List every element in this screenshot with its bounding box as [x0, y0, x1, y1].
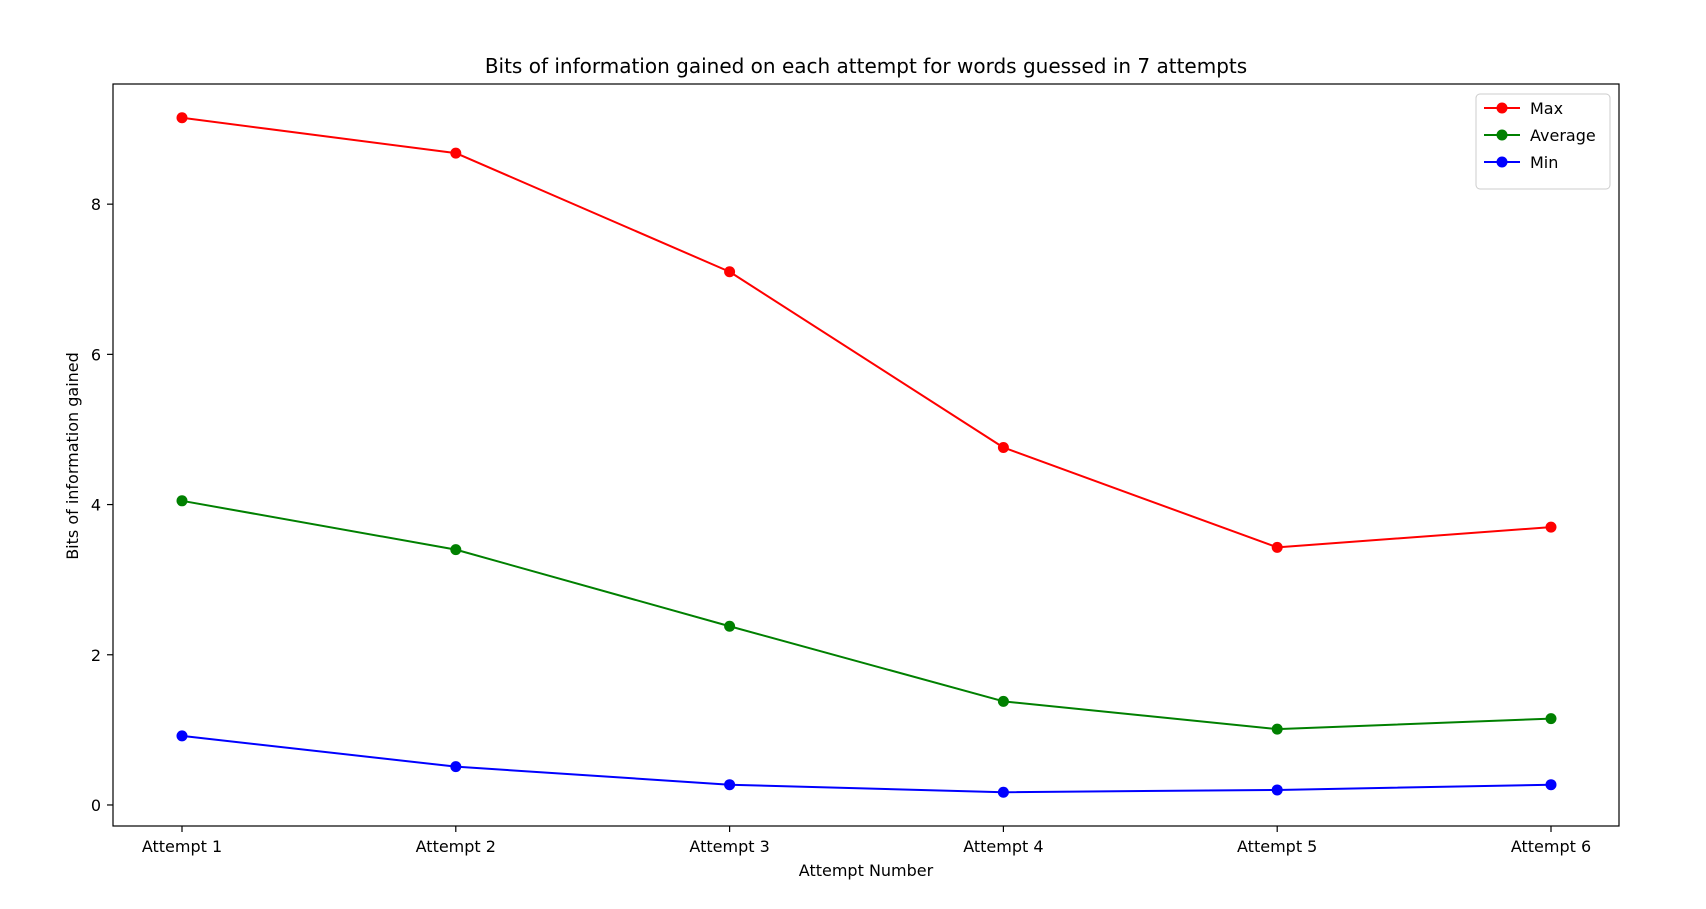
legend-swatch-marker: [1496, 102, 1508, 114]
y-axis-label: Bits of information gained: [63, 352, 82, 560]
y-tick-label: 2: [91, 646, 101, 665]
data-point-average: [450, 544, 462, 556]
legend: Max Average Min: [1475, 93, 1611, 190]
data-point-average: [997, 695, 1009, 707]
plot-frame: [112, 83, 1620, 827]
legend-item-max: Max: [1484, 99, 1563, 118]
x-tick-label: Attempt 6: [1511, 837, 1591, 856]
x-tick-label: Attempt 1: [142, 837, 222, 856]
y-tick-label: 0: [91, 796, 101, 815]
series-line-max: [181, 116, 1552, 549]
series-average: [176, 495, 1557, 735]
series-line-min: [181, 734, 1552, 794]
legend-label: Min: [1530, 153, 1558, 172]
data-point-min: [1271, 784, 1283, 796]
data-point-average: [1545, 713, 1557, 725]
data-point-max: [997, 441, 1009, 453]
data-point-min: [724, 779, 736, 791]
data-point-max: [1545, 521, 1557, 533]
y-tick-label: 4: [91, 496, 101, 515]
series-max: [176, 112, 1557, 553]
data-point-average: [176, 495, 188, 507]
y-tick-label: 6: [91, 345, 101, 364]
data-point-min: [450, 761, 462, 773]
legend-swatch-marker: [1496, 129, 1508, 141]
data-point-min: [997, 786, 1009, 798]
x-tick-label: Attempt 2: [416, 837, 496, 856]
x-tick-label: Attempt 3: [689, 837, 769, 856]
legend-item-average: Average: [1484, 126, 1596, 145]
data-point-min: [176, 730, 188, 742]
legend-label: Max: [1530, 99, 1563, 118]
x-tick-label: Attempt 4: [963, 837, 1043, 856]
axis-ticks: Attempt 1 Attempt 2 Attempt 3 Attempt 4 Atte…: [91, 195, 1591, 856]
data-point-max: [450, 147, 462, 159]
data-point-max: [724, 266, 736, 278]
series-line-average: [181, 499, 1552, 731]
x-axis-label: Attempt Number: [799, 861, 934, 880]
legend-item-min: Min: [1484, 153, 1558, 172]
data-point-average: [724, 620, 736, 632]
y-tick-label: 8: [91, 195, 101, 214]
chart-title: Bits of information gained on each attem…: [485, 54, 1247, 78]
legend-label: Average: [1530, 126, 1596, 145]
legend-swatch-marker: [1496, 156, 1508, 168]
data-point-min: [1545, 779, 1557, 791]
legend-box: [1475, 93, 1611, 190]
data-point-max: [1271, 541, 1283, 553]
x-tick-label: Attempt 5: [1237, 837, 1317, 856]
series-layer: [176, 112, 1557, 798]
data-point-max: [176, 112, 188, 124]
data-point-average: [1271, 723, 1283, 735]
series-min: [176, 730, 1557, 798]
